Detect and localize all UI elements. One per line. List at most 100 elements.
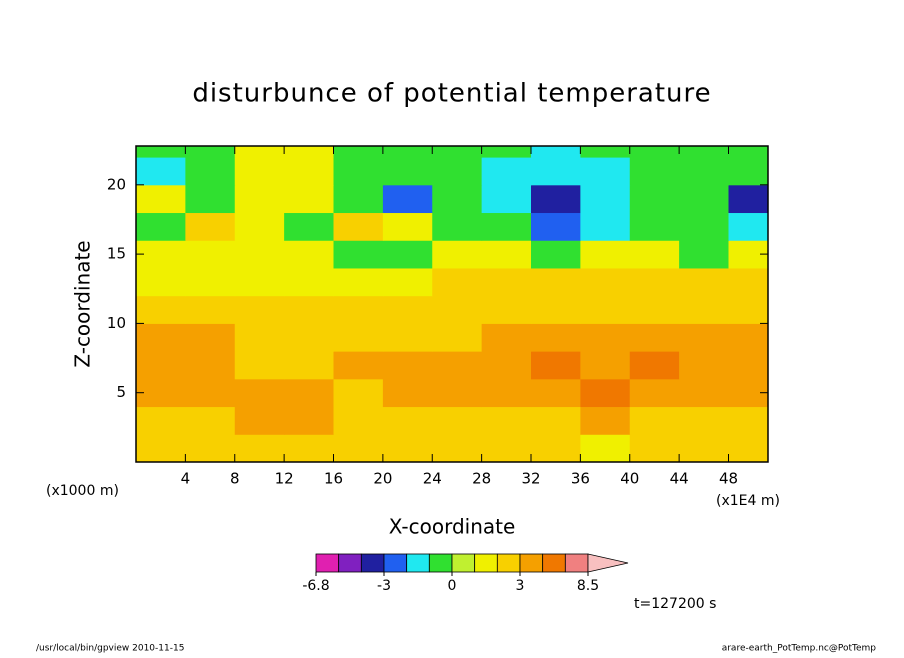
contour-cell: [432, 378, 483, 408]
contour-cell: [481, 351, 532, 380]
colorbar-box: [383, 553, 408, 573]
colorbar-label: 0: [448, 578, 457, 594]
contour-cell: [531, 240, 581, 269]
contour-cell: [580, 323, 631, 352]
x-tick-label: 24: [423, 470, 442, 488]
y-axis-label: Z-coordinate: [71, 240, 95, 367]
colorbar-label: 3: [516, 578, 525, 594]
contour-cell: [185, 146, 236, 158]
contour-cell: [531, 267, 581, 297]
colorbar-box: [542, 553, 566, 573]
footer-right: arare-earth_PotTemp.nc@PotTemp: [722, 644, 877, 654]
contour-cell: [136, 351, 186, 380]
contour-cell: [432, 434, 483, 463]
contour-cell: [432, 184, 483, 214]
contour-cell: [185, 378, 236, 408]
contour-cell: [185, 267, 236, 297]
contour-cell: [284, 406, 334, 435]
colorbar-label: -6.8: [302, 578, 329, 594]
colorbar-box: [451, 553, 476, 573]
y-tick-label: 10: [107, 314, 126, 332]
colorbar-box: [428, 553, 453, 573]
contour-cell: [531, 378, 581, 408]
contour-cell: [284, 434, 334, 463]
contour-cell: [136, 434, 186, 463]
contour-cell: [580, 351, 631, 380]
contour-cell: [481, 434, 532, 463]
contour-cell: [531, 406, 581, 435]
footer-left: /usr/local/bin/gpview 2010-11-15: [36, 644, 184, 654]
contour-cell: [580, 378, 631, 408]
contour-cell: [629, 267, 680, 297]
contour-cell: [531, 184, 581, 214]
contour-cell: [531, 212, 581, 241]
contour-cell: [679, 157, 729, 186]
contour-cell: [284, 351, 334, 380]
x-tick-label: 32: [521, 470, 540, 488]
contour-cell: [234, 323, 285, 352]
contour-cell: [679, 267, 729, 297]
contour-cell: [234, 157, 285, 186]
contour-cell: [679, 295, 729, 324]
contour-cell: [382, 267, 433, 297]
contour-cell: [481, 157, 532, 186]
contour-cell: [728, 406, 769, 435]
contour-cell: [481, 295, 532, 324]
contour-cell: [580, 212, 631, 241]
contour-cell: [728, 434, 769, 463]
contour-cell: [185, 240, 236, 269]
contour-cell: [481, 146, 532, 158]
x-tick-label: 28: [472, 470, 491, 488]
contour-cell: [284, 184, 334, 214]
contour-cell: [432, 146, 483, 158]
contour-cell: [284, 157, 334, 186]
contour-cell: [382, 240, 433, 269]
contour-cell: [531, 146, 581, 158]
contour-cell: [284, 267, 334, 297]
contour-cell: [234, 212, 285, 241]
colorbar-label: -3: [377, 578, 391, 594]
colorbar-box: [496, 553, 521, 573]
colorbar-box: [338, 553, 362, 573]
contour-cell: [234, 146, 285, 158]
contour-cell: [136, 267, 186, 297]
contour-cell: [580, 240, 631, 269]
contour-cell: [679, 378, 729, 408]
contour-cell: [531, 351, 581, 380]
contour-cell: [185, 295, 236, 324]
contour-cell: [679, 240, 729, 269]
contour-cell: [629, 146, 680, 158]
colorbar-box: [360, 553, 385, 573]
contour-cell: [234, 184, 285, 214]
contour-cell: [629, 240, 680, 269]
contour-cell: [679, 323, 729, 352]
contour-cell: [284, 146, 334, 158]
contour-cell: [382, 146, 433, 158]
contour-cell: [432, 295, 483, 324]
contour-cell: [284, 323, 334, 352]
x-tick-label: 8: [230, 470, 240, 488]
plot-frame: [135, 145, 769, 463]
y-tick-label: 5: [116, 383, 126, 401]
x-tick-label: 44: [670, 470, 689, 488]
contour-cell: [531, 434, 581, 463]
colorbar-over: [587, 553, 629, 573]
contour-cell: [185, 406, 236, 435]
contour-cell: [728, 212, 769, 241]
contour-cell: [136, 184, 186, 214]
contour-cell: [580, 295, 631, 324]
contour-cell: [629, 323, 680, 352]
x-tick-label: 4: [181, 470, 191, 488]
contour-cell: [728, 323, 769, 352]
contour-cell: [234, 434, 285, 463]
chart-title: disturbunce of potential temperature: [192, 79, 711, 109]
contour-cell: [629, 212, 680, 241]
x-tick-label: 20: [373, 470, 392, 488]
time-label: t=127200 s: [634, 596, 716, 612]
contour-cell: [333, 146, 384, 158]
contour-cell: [728, 157, 769, 186]
contour-cell: [136, 406, 186, 435]
contour-cell: [333, 212, 384, 241]
contour-cell: [284, 212, 334, 241]
colorbar-box: [315, 553, 340, 573]
